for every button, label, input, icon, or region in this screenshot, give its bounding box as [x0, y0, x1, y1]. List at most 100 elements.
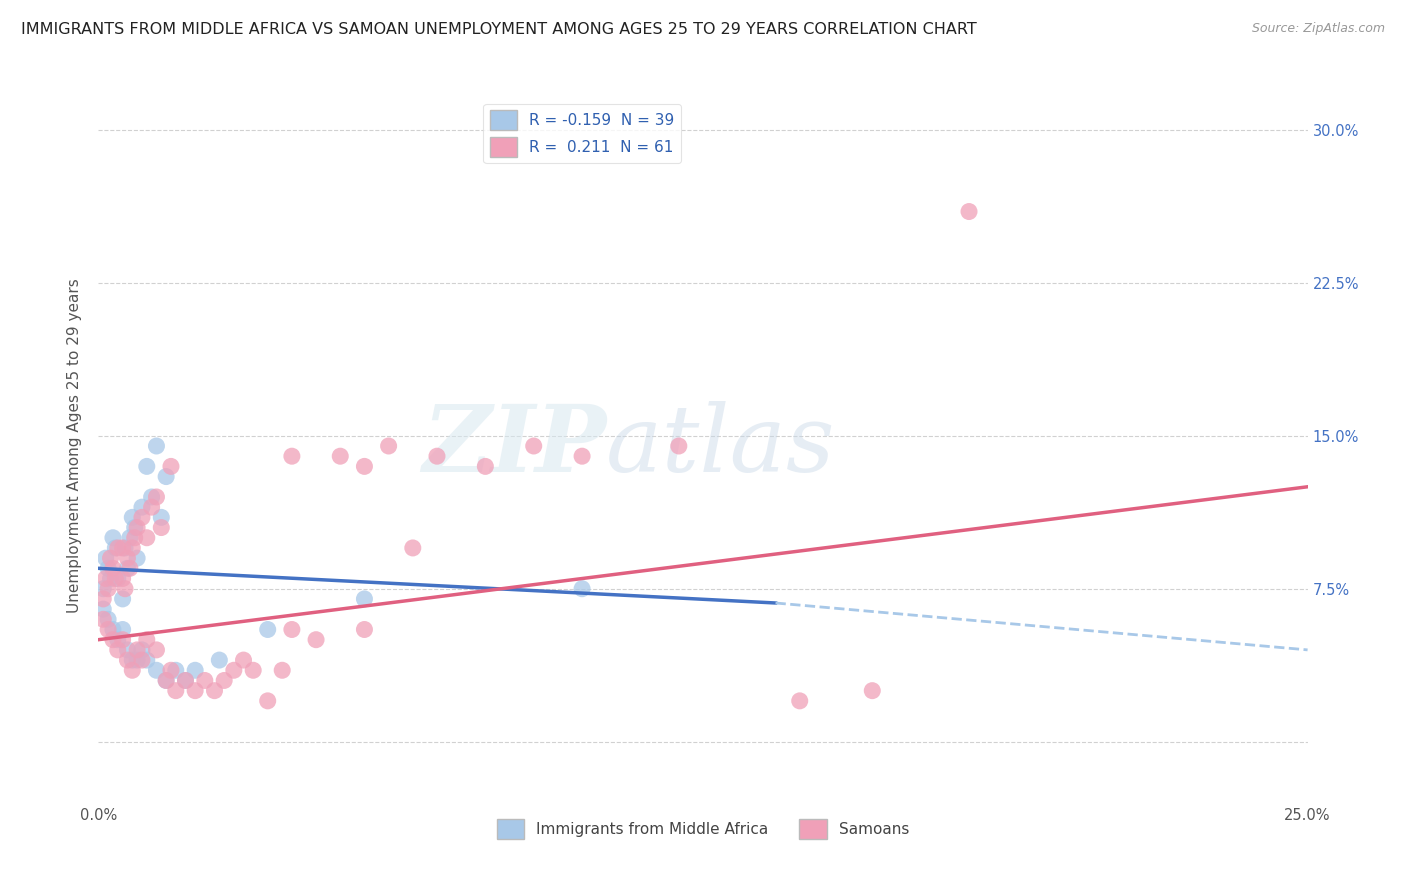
Point — [523, 439, 546, 453]
Point — [121, 510, 143, 524]
Point — [174, 673, 197, 688]
Point — [155, 469, 177, 483]
Point — [256, 623, 278, 637]
Point — [571, 582, 593, 596]
Point — [155, 673, 177, 688]
Point — [668, 439, 690, 453]
Point — [107, 541, 129, 555]
Point — [101, 632, 124, 647]
Point — [127, 520, 149, 534]
Y-axis label: Unemployment Among Ages 25 to 29 years: Unemployment Among Ages 25 to 29 years — [67, 278, 83, 614]
Point — [91, 612, 114, 626]
Point — [111, 591, 134, 606]
Point — [111, 632, 134, 647]
Point — [212, 673, 235, 688]
Point — [111, 572, 134, 586]
Legend: Immigrants from Middle Africa, Samoans: Immigrants from Middle Africa, Samoans — [491, 814, 915, 845]
Point — [402, 541, 425, 555]
Point — [222, 663, 245, 677]
Point — [135, 653, 157, 667]
Point — [121, 653, 143, 667]
Point — [474, 459, 496, 474]
Point — [135, 531, 157, 545]
Point — [242, 663, 264, 677]
Point — [104, 541, 127, 555]
Point — [150, 510, 173, 524]
Point — [184, 683, 207, 698]
Text: atlas: atlas — [606, 401, 835, 491]
Point — [194, 673, 217, 688]
Point — [101, 561, 124, 575]
Point — [97, 623, 120, 637]
Point — [91, 591, 114, 606]
Point — [174, 673, 197, 688]
Point — [121, 663, 143, 677]
Point — [131, 653, 153, 667]
Point — [111, 623, 134, 637]
Point — [145, 490, 167, 504]
Point — [789, 694, 811, 708]
Point — [135, 459, 157, 474]
Point — [145, 643, 167, 657]
Point — [107, 572, 129, 586]
Point — [118, 531, 141, 545]
Point — [353, 459, 375, 474]
Point — [117, 643, 139, 657]
Point — [101, 531, 124, 545]
Point — [160, 459, 183, 474]
Point — [101, 623, 124, 637]
Point — [124, 520, 146, 534]
Point — [100, 572, 122, 586]
Point — [184, 663, 207, 677]
Point — [281, 623, 304, 637]
Point — [104, 572, 127, 586]
Point — [957, 204, 980, 219]
Point — [145, 439, 167, 453]
Point — [329, 449, 352, 463]
Text: ZIP: ZIP — [422, 401, 606, 491]
Point — [281, 449, 304, 463]
Point — [271, 663, 294, 677]
Point — [305, 632, 328, 647]
Point — [127, 551, 149, 566]
Point — [165, 683, 187, 698]
Point — [127, 653, 149, 667]
Point — [135, 632, 157, 647]
Point — [117, 653, 139, 667]
Point — [121, 541, 143, 555]
Point — [124, 531, 146, 545]
Point — [141, 500, 163, 515]
Point — [131, 500, 153, 515]
Point — [94, 551, 117, 566]
Point — [377, 439, 399, 453]
Point — [141, 490, 163, 504]
Point — [155, 673, 177, 688]
Point — [860, 683, 883, 698]
Point — [256, 694, 278, 708]
Point — [145, 663, 167, 677]
Point — [160, 663, 183, 677]
Point — [232, 653, 254, 667]
Point — [114, 541, 136, 555]
Point — [107, 643, 129, 657]
Point — [114, 582, 136, 596]
Point — [94, 572, 117, 586]
Point — [91, 582, 114, 596]
Point — [97, 612, 120, 626]
Point — [107, 632, 129, 647]
Point — [97, 582, 120, 596]
Point — [111, 541, 134, 555]
Point — [571, 449, 593, 463]
Point — [353, 623, 375, 637]
Point — [426, 449, 449, 463]
Point — [100, 551, 122, 566]
Point — [97, 561, 120, 575]
Point — [117, 561, 139, 575]
Point — [117, 551, 139, 566]
Point — [204, 683, 226, 698]
Point — [91, 602, 114, 616]
Point — [127, 643, 149, 657]
Point — [118, 561, 141, 575]
Point — [131, 510, 153, 524]
Text: Source: ZipAtlas.com: Source: ZipAtlas.com — [1251, 22, 1385, 36]
